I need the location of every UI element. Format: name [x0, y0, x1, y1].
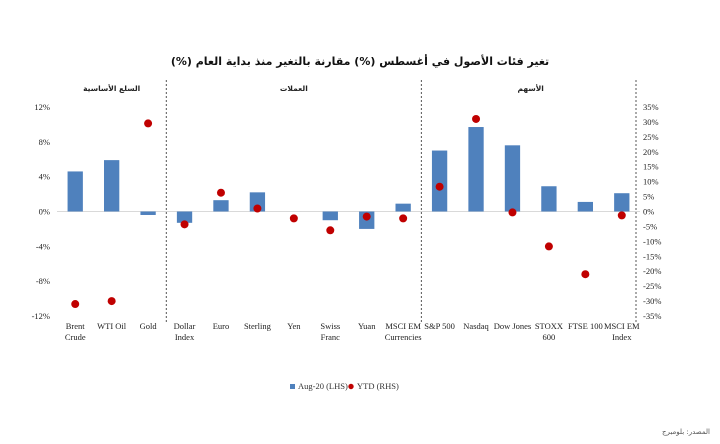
right-axis-tick: 35%	[643, 102, 659, 112]
category-label: Crude	[65, 332, 86, 342]
category-label: S&P 500	[424, 321, 455, 331]
right-axis-tick: 5%	[643, 192, 654, 202]
dot	[581, 270, 590, 279]
dot	[544, 242, 553, 251]
dot	[472, 114, 481, 123]
left-axis-tick: 4%	[39, 172, 50, 182]
dot	[362, 212, 371, 221]
dot	[289, 214, 298, 223]
dot	[617, 211, 626, 220]
right-axis-tick: 20%	[643, 147, 659, 157]
bar	[104, 160, 120, 212]
dot	[508, 208, 517, 217]
right-axis-tick: -15%	[643, 251, 661, 261]
category-label: Yuan	[358, 321, 376, 331]
dot	[326, 226, 335, 235]
category-label: Yen	[287, 321, 301, 331]
legend-bar-swatch	[290, 384, 295, 389]
category-label: Nasdaq	[463, 321, 489, 331]
category-label: Dollar	[174, 321, 196, 331]
right-axis-tick: -35%	[643, 311, 661, 321]
right-axis-tick: 0%	[643, 207, 654, 217]
category-label: Index	[612, 332, 632, 342]
category-label: Dow Jones	[494, 321, 532, 331]
right-axis-tick: 25%	[643, 132, 659, 142]
right-axis-tick: -20%	[643, 266, 661, 276]
category-label: Franc	[321, 332, 341, 342]
category-label: MSCI EM	[385, 321, 421, 331]
bar	[249, 192, 266, 212]
bar	[322, 211, 338, 221]
bar	[577, 201, 593, 212]
legend-label: Aug-20 (LHS)	[298, 381, 348, 391]
right-axis-tick: 15%	[643, 162, 659, 172]
chart-title: تغير فئات الأصول في أغسطس (%) مقارنة بال…	[170, 55, 550, 68]
bar	[614, 193, 630, 212]
category-label: Euro	[213, 321, 230, 331]
dot	[253, 204, 262, 213]
left-axis-tick: -12%	[32, 311, 50, 321]
category-label: WTI Oil	[97, 321, 127, 331]
dot	[71, 300, 80, 309]
right-axis-tick: -10%	[643, 236, 661, 246]
category-label: Currencies	[385, 332, 422, 342]
category-label: FTSE 100	[568, 321, 603, 331]
section-label: السلع الأساسية	[83, 84, 140, 93]
left-axis-tick: 0%	[39, 207, 50, 217]
right-axis-tick: 10%	[643, 177, 659, 187]
bar	[431, 150, 448, 212]
source-note: المصدر: بلومبرج	[662, 428, 710, 436]
left-axis-tick: -8%	[36, 276, 50, 286]
bar	[504, 145, 521, 212]
right-axis-tick: 30%	[643, 117, 659, 127]
category-label: Sterling	[244, 321, 272, 331]
bar	[541, 186, 557, 212]
right-axis-tick: -30%	[643, 296, 661, 306]
legend-label: YTD (RHS)	[357, 381, 399, 391]
dot	[180, 220, 189, 229]
category-label: Swiss	[320, 321, 340, 331]
bar	[213, 200, 229, 212]
dot	[216, 188, 225, 197]
category-label: Brent	[66, 321, 86, 331]
bar	[176, 211, 193, 223]
dot	[399, 214, 408, 223]
bar	[468, 127, 484, 212]
category-label: Index	[175, 332, 195, 342]
section-label: الأسهم	[518, 84, 544, 93]
dot	[144, 119, 153, 128]
right-axis-tick: -5%	[643, 221, 657, 231]
category-label: 600	[543, 332, 556, 342]
left-axis-tick: 12%	[34, 102, 50, 112]
bar	[140, 211, 156, 215]
left-axis-tick: -4%	[36, 241, 50, 251]
category-label: MSCI EM	[604, 321, 640, 331]
dot	[435, 182, 444, 191]
right-axis-tick: -25%	[643, 281, 661, 291]
bar	[395, 203, 411, 212]
left-axis-tick: 8%	[39, 137, 50, 147]
dot	[107, 297, 116, 306]
category-label: STOXX	[535, 321, 563, 331]
category-label: Gold	[140, 321, 158, 331]
bar	[67, 171, 83, 212]
section-label: العملات	[280, 84, 308, 93]
legend-dot-swatch	[348, 383, 354, 390]
